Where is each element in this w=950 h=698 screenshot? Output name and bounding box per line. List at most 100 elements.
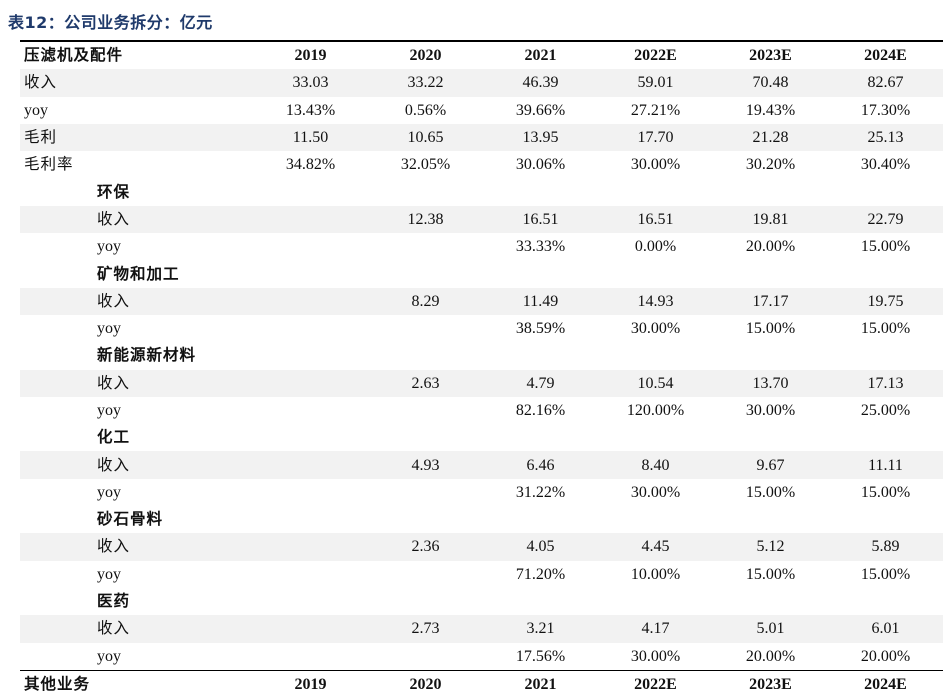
segment-yoy-row-cell: 20.00% bbox=[745, 238, 796, 256]
segment-title-row-cell bbox=[483, 506, 598, 533]
segment-title-row-label: 矿物和加工 bbox=[97, 264, 180, 283]
main-row-cell: 32.05% bbox=[400, 156, 451, 174]
header-row-cell: 2019 bbox=[253, 39, 368, 70]
segment-yoy-row-cell bbox=[253, 233, 368, 260]
segment-yoy-row-cell: 17.56% bbox=[515, 647, 566, 665]
segment-yoy-row-cell bbox=[253, 561, 368, 588]
segment-revenue-row-cell: 12.38 bbox=[368, 205, 483, 234]
segment-revenue-row: 收入 12.38 16.51 16.51 19.81 22.79 bbox=[20, 205, 943, 234]
segment-yoy-row-cell: 15.00% bbox=[745, 565, 796, 583]
segment-revenue-row-cell: 2.63 bbox=[368, 369, 483, 397]
segment-title-row-label: 环保 bbox=[97, 182, 131, 201]
segment-title-row-cell bbox=[598, 588, 713, 615]
segment-title-row-cell bbox=[368, 588, 483, 615]
segment-title-row-cell bbox=[483, 588, 598, 615]
segment-revenue-row-cell: 8.40 bbox=[598, 451, 713, 479]
segment-title-row-cell bbox=[483, 424, 598, 451]
segment-yoy-row-cell: 30.00% bbox=[630, 483, 681, 501]
segment-title-row: 环保 bbox=[20, 178, 943, 205]
segment-yoy-row-cell bbox=[368, 643, 483, 671]
segment-revenue-row-cell: 19.81 bbox=[713, 205, 828, 234]
segment-yoy-row-cell bbox=[368, 561, 483, 588]
segment-yoy-row-cell: 0.00% bbox=[634, 238, 677, 256]
segment-title-row-cell bbox=[828, 260, 943, 287]
segment-yoy-row: yoy 71.20% 10.00% 15.00% 15.00% bbox=[20, 561, 943, 588]
segment-revenue-row: 收入 2.73 3.21 4.17 5.01 6.01 bbox=[20, 615, 943, 643]
footer-header-row-cell: 2024E bbox=[828, 669, 943, 698]
segment-yoy-row-cell bbox=[368, 479, 483, 506]
footer-header-row-cell: 2022E bbox=[598, 669, 713, 698]
segment-revenue-row-cell: 22.79 bbox=[828, 205, 943, 234]
segment-revenue-row-cell: 5.01 bbox=[713, 615, 828, 643]
segment-yoy-row-label: yoy bbox=[97, 320, 121, 338]
segment-revenue-row-cell: 16.51 bbox=[598, 205, 713, 234]
segment-title-row-cell bbox=[598, 342, 713, 369]
segment-title-row-cell bbox=[598, 424, 713, 451]
segment-yoy-row-label: yoy bbox=[97, 565, 121, 583]
main-row-cell: 13.95 bbox=[483, 123, 598, 152]
segment-yoy-row-cell: 30.00% bbox=[745, 402, 796, 419]
segment-yoy-row-cell bbox=[253, 315, 368, 342]
table-caption: 表12：公司业务拆分：亿元 bbox=[8, 13, 213, 32]
segment-title-row: 新能源新材料 bbox=[20, 342, 943, 369]
segment-title-row-cell bbox=[368, 260, 483, 287]
segment-yoy-row-cell: 120.00% bbox=[626, 402, 685, 419]
segment-title-row-cell bbox=[828, 178, 943, 205]
main-row-cell: 34.82% bbox=[285, 156, 336, 174]
segment-revenue-row-cell: 5.12 bbox=[713, 533, 828, 561]
segment-title-row-cell bbox=[368, 178, 483, 205]
segment-title-row-cell bbox=[253, 178, 368, 205]
main-row-cell: 33.03 bbox=[253, 69, 368, 97]
main-row-cell: 70.48 bbox=[713, 69, 828, 97]
main-row-label: 收入 bbox=[20, 69, 253, 97]
segment-revenue-row-cell: 2.73 bbox=[368, 615, 483, 643]
segment-yoy-row-cell bbox=[368, 315, 483, 342]
segment-title-row-cell bbox=[253, 424, 368, 451]
segment-yoy-row-cell bbox=[253, 397, 368, 424]
main-row-cell: 30.40% bbox=[860, 156, 911, 174]
main-row-label: yoy bbox=[24, 101, 48, 119]
main-row-cell: 82.67 bbox=[828, 69, 943, 97]
main-row-cell: 46.39 bbox=[483, 69, 598, 97]
header-row-cell: 2021 bbox=[483, 39, 598, 70]
segment-revenue-row-cell bbox=[253, 615, 368, 643]
segment-revenue-row: 收入 8.29 11.49 14.93 17.17 19.75 bbox=[20, 287, 943, 315]
segment-yoy-row-cell: 33.33% bbox=[515, 238, 566, 256]
segment-revenue-row-cell: 16.51 bbox=[483, 205, 598, 234]
segment-yoy-row-cell: 82.16% bbox=[515, 402, 566, 419]
segment-yoy-row-cell: 15.00% bbox=[860, 238, 911, 256]
segment-yoy-row-cell: 10.00% bbox=[630, 565, 681, 583]
segment-revenue-row-cell bbox=[253, 369, 368, 397]
segment-yoy-row-cell: 71.20% bbox=[515, 565, 566, 583]
main-row-cell: 27.21% bbox=[630, 101, 681, 119]
segment-yoy-row-label: yoy bbox=[97, 483, 121, 501]
segment-title-row-label: 化工 bbox=[97, 428, 131, 447]
segment-title-row-label: 新能源新材料 bbox=[97, 346, 197, 365]
segment-revenue-row-cell: 11.49 bbox=[483, 287, 598, 315]
segment-yoy-row: yoy 33.33% 0.00% 20.00% 15.00% bbox=[20, 233, 943, 260]
segment-title-row-cell bbox=[713, 506, 828, 533]
segment-revenue-row-cell: 3.21 bbox=[483, 615, 598, 643]
segment-yoy-row-cell bbox=[368, 233, 483, 260]
segment-revenue-row-cell: 5.89 bbox=[828, 533, 943, 561]
segment-title-row-cell bbox=[713, 342, 828, 369]
segment-title-row-cell bbox=[253, 506, 368, 533]
segment-title-row-cell bbox=[828, 342, 943, 369]
footer-header-row-label: 其他业务 bbox=[20, 669, 253, 698]
main-row-cell: 39.66% bbox=[515, 101, 566, 119]
segment-yoy-row-cell: 31.22% bbox=[515, 483, 566, 501]
main-row-cell: 10.65 bbox=[368, 123, 483, 152]
footer-header-row-cell: 2019 bbox=[253, 669, 368, 698]
segment-title-row-label: 医药 bbox=[97, 592, 131, 611]
segment-title-row-cell bbox=[253, 588, 368, 615]
segment-yoy-row: yoy 17.56% 30.00% 20.00% 20.00% bbox=[20, 643, 943, 671]
segment-yoy-row-cell bbox=[253, 643, 368, 671]
header-row-label: 压滤机及配件 bbox=[20, 39, 253, 70]
segment-yoy-row-label: yoy bbox=[97, 647, 121, 665]
segment-revenue-row-cell: 14.93 bbox=[598, 287, 713, 315]
main-row-cell: 33.22 bbox=[368, 69, 483, 97]
header-row-cell: 2023E bbox=[713, 39, 828, 70]
segment-title-row: 砂石骨料 bbox=[20, 506, 943, 533]
segment-title-row-cell bbox=[483, 260, 598, 287]
segment-title-row-cell bbox=[368, 342, 483, 369]
